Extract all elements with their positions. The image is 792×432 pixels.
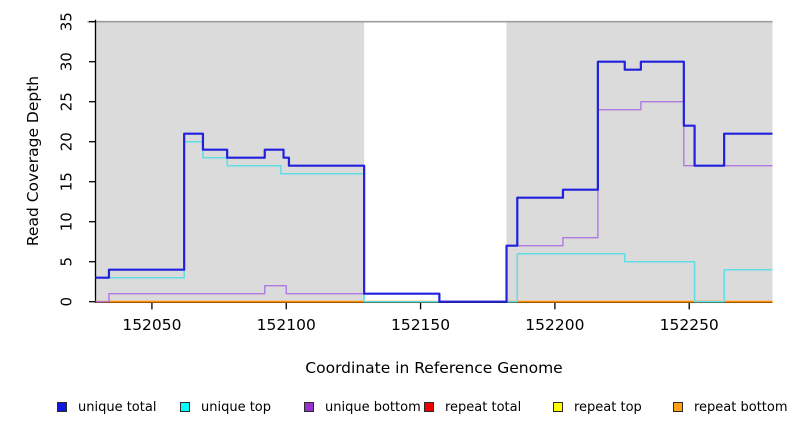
legend-label: unique total bbox=[78, 399, 157, 415]
shaded-region-2 bbox=[506, 21, 773, 303]
series-line-unique-total bbox=[95, 60, 773, 303]
legend-item-unique-total: unique total bbox=[57, 399, 156, 415]
y-tick-label-0: 0 bbox=[57, 297, 75, 307]
legend-swatch-unique-total bbox=[57, 402, 67, 412]
legend-item-repeat-total: repeat total bbox=[424, 399, 521, 415]
legend-label: repeat top bbox=[574, 399, 642, 415]
legend-label: repeat bottom bbox=[694, 399, 788, 415]
legend: unique total unique top unique bottom repea… bbox=[0, 399, 792, 417]
legend-item-repeat-top: repeat top bbox=[553, 399, 642, 415]
legend-swatch-repeat-top bbox=[553, 402, 563, 412]
legend-label: unique top bbox=[201, 399, 272, 415]
legend-item-repeat-bottom: repeat bottom bbox=[673, 399, 788, 415]
x-tick-label-152150: 152150 bbox=[391, 316, 450, 334]
x-tick-label-152050: 152050 bbox=[122, 316, 181, 334]
y-tick-label-5: 5 bbox=[57, 257, 75, 267]
x-axis-title: Coordinate in Reference Genome bbox=[305, 359, 563, 377]
axis-ticks: 0 5 10 15 20 25 30 35 152050 152100 152150 152200 15… bbox=[57, 12, 718, 334]
y-tick-label-10: 10 bbox=[57, 212, 75, 231]
y-tick-label-30: 30 bbox=[57, 52, 75, 71]
y-tick-label-15: 15 bbox=[57, 172, 75, 191]
legend-swatch-unique-bottom bbox=[304, 402, 314, 412]
legend-swatch-repeat-bottom bbox=[673, 402, 683, 412]
y-tick-label-20: 20 bbox=[57, 132, 75, 151]
y-tick-label-35: 35 bbox=[57, 12, 75, 31]
legend-swatch-repeat-total bbox=[424, 402, 434, 412]
legend-label: unique bottom bbox=[325, 399, 421, 415]
shaded-region-1 bbox=[95, 21, 365, 303]
series-lines bbox=[95, 60, 773, 303]
legend-swatch-unique-top bbox=[180, 402, 190, 412]
x-tick-label-152200: 152200 bbox=[525, 316, 584, 334]
y-axis-title: Read Coverage Depth bbox=[24, 75, 42, 247]
legend-label: repeat total bbox=[445, 399, 522, 415]
x-tick-label-152250: 152250 bbox=[660, 316, 719, 334]
legend-item-unique-bottom: unique bottom bbox=[304, 399, 421, 415]
legend-item-unique-top: unique top bbox=[180, 399, 271, 415]
y-tick-label-25: 25 bbox=[57, 92, 75, 111]
x-tick-label-152100: 152100 bbox=[257, 316, 316, 334]
shaded-regions bbox=[95, 21, 773, 303]
